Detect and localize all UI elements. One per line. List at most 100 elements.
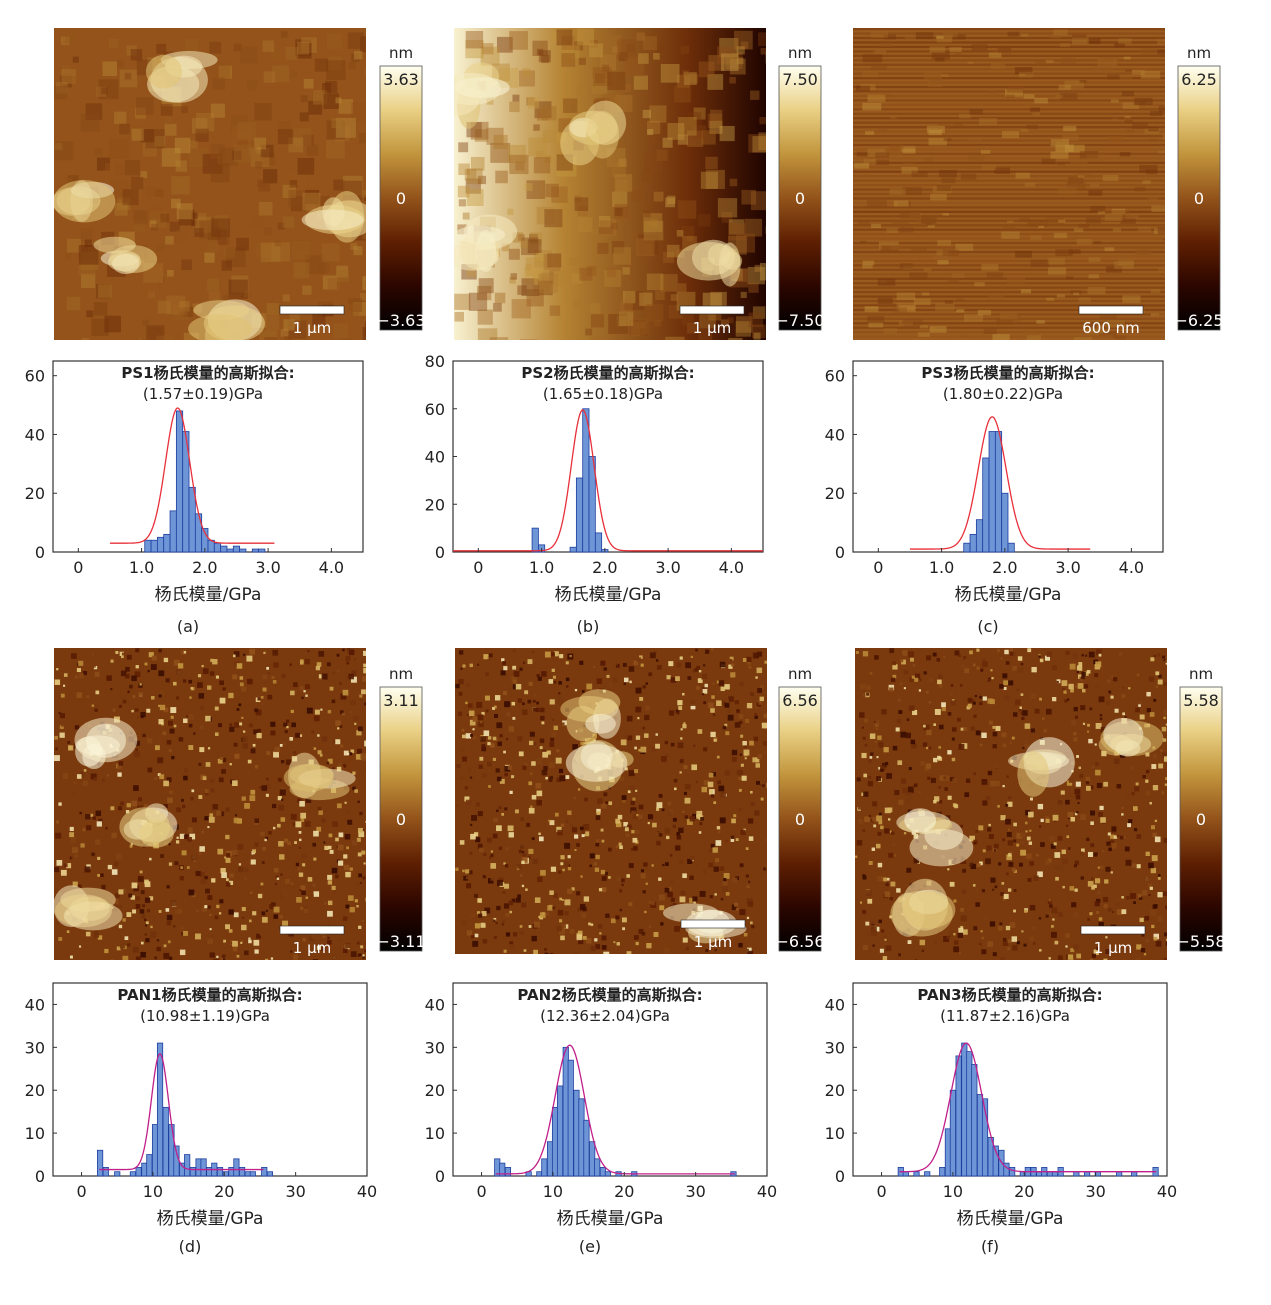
afm-grain (358, 132, 366, 144)
afm-grain (586, 938, 592, 944)
x-axis-label: 杨氏模量/GPa (155, 585, 262, 605)
afm-grain (236, 818, 243, 824)
afm-grain (1100, 726, 1107, 733)
afm-grain (1094, 743, 1097, 746)
afm-grain (659, 905, 665, 911)
afm-grain (550, 953, 554, 954)
afm-grain (512, 665, 517, 670)
histogram-bar (97, 1149, 104, 1177)
afm-stripe (853, 201, 1165, 205)
afm-grain (1022, 710, 1028, 716)
afm-grain (1066, 182, 1086, 190)
y-tick-label: 80 (425, 352, 445, 371)
afm-grain (148, 291, 155, 299)
afm-grain (601, 876, 607, 881)
afm-grain (1130, 766, 1135, 771)
afm-grain (316, 662, 322, 667)
afm-grain (628, 770, 635, 777)
afm-grain (936, 35, 944, 39)
afm-grain (1153, 936, 1158, 941)
afm-grain (724, 699, 729, 705)
afm-grain (331, 699, 336, 704)
afm-grain (970, 726, 975, 731)
afm-grain (590, 923, 594, 926)
afm-grain (570, 824, 573, 827)
afm-grain (282, 920, 289, 927)
afm-grain (619, 908, 623, 912)
afm-grain (490, 142, 511, 163)
afm-grain (889, 687, 894, 692)
histogram-bar (163, 533, 171, 553)
afm-grain (69, 856, 73, 860)
afm-grain (600, 869, 606, 875)
afm-grain (81, 338, 90, 340)
afm-grain (304, 906, 308, 910)
afm-grain (167, 269, 174, 277)
afm-grain (158, 694, 162, 698)
afm-grain (880, 876, 886, 882)
afm-grain (670, 897, 675, 902)
afm-grain (963, 655, 967, 660)
afm-grain (109, 38, 119, 49)
afm-grain (502, 920, 505, 923)
afm-grain (569, 656, 572, 659)
afm-grain (1096, 946, 1100, 951)
afm-grain (666, 811, 672, 816)
afm-grain (906, 718, 910, 722)
afm-grain (62, 773, 69, 779)
afm-grain (1049, 33, 1062, 39)
afm-grain (175, 696, 180, 700)
afm-grain (507, 825, 514, 832)
afm-grain (630, 800, 635, 806)
x-tick-label: 0 (73, 558, 83, 577)
afm-grain (1116, 909, 1123, 916)
afm-grain (474, 923, 481, 929)
afm-grain (685, 934, 688, 937)
x-tick-label: 10 (943, 1182, 963, 1201)
y-tick-label: 40 (825, 425, 845, 444)
afm-grain (292, 319, 301, 328)
afm-grain (1074, 888, 1078, 892)
afm-grain (466, 168, 483, 185)
afm-grain (195, 128, 209, 142)
afm-stripe (853, 157, 1165, 160)
afm-grain (1099, 865, 1104, 870)
afm-grain (763, 713, 767, 718)
afm-grain (318, 674, 323, 679)
afm-grain (1028, 841, 1033, 845)
afm-grain (252, 849, 256, 854)
afm-bright-feature (565, 744, 628, 782)
afm-grain (731, 756, 737, 762)
y-tick-label: 20 (825, 484, 845, 503)
afm-grain (517, 916, 523, 922)
afm-grain (1159, 650, 1163, 653)
afm-grain (127, 690, 130, 694)
afm-grain (552, 32, 562, 43)
afm-grain (673, 85, 691, 103)
afm-grain (269, 904, 275, 910)
afm-grain (515, 897, 521, 903)
afm-stripe (853, 77, 1165, 80)
afm-grain (941, 702, 946, 708)
afm-grain (233, 912, 239, 918)
afm-grain (125, 809, 130, 814)
afm-grain (1125, 129, 1134, 133)
afm-grain (567, 888, 573, 894)
afm-grain (722, 725, 727, 730)
afm-grain (1099, 331, 1117, 339)
afm-grain (512, 932, 518, 937)
afm-grain (585, 328, 593, 336)
colorbar-pan1: nm3.110−3.11 (376, 665, 426, 952)
afm-grain (600, 54, 617, 71)
afm-grain (55, 820, 59, 824)
afm-grain (289, 737, 294, 741)
afm-grain (354, 658, 357, 661)
afm-grain (1071, 689, 1074, 692)
afm-grain (1105, 949, 1111, 955)
afm-grain (336, 265, 349, 278)
afm-grain (211, 878, 216, 883)
afm-grain (345, 904, 350, 909)
afm-grain (643, 36, 657, 51)
afm-grain (55, 832, 62, 839)
afm-grain (318, 810, 323, 815)
